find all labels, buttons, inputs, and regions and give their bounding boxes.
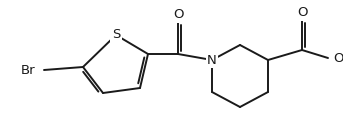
Text: N: N <box>207 53 217 67</box>
Text: O: O <box>173 8 183 22</box>
Text: O: O <box>297 6 307 20</box>
Text: S: S <box>112 29 120 41</box>
Text: Br: Br <box>21 63 35 77</box>
Text: OH: OH <box>333 51 343 65</box>
